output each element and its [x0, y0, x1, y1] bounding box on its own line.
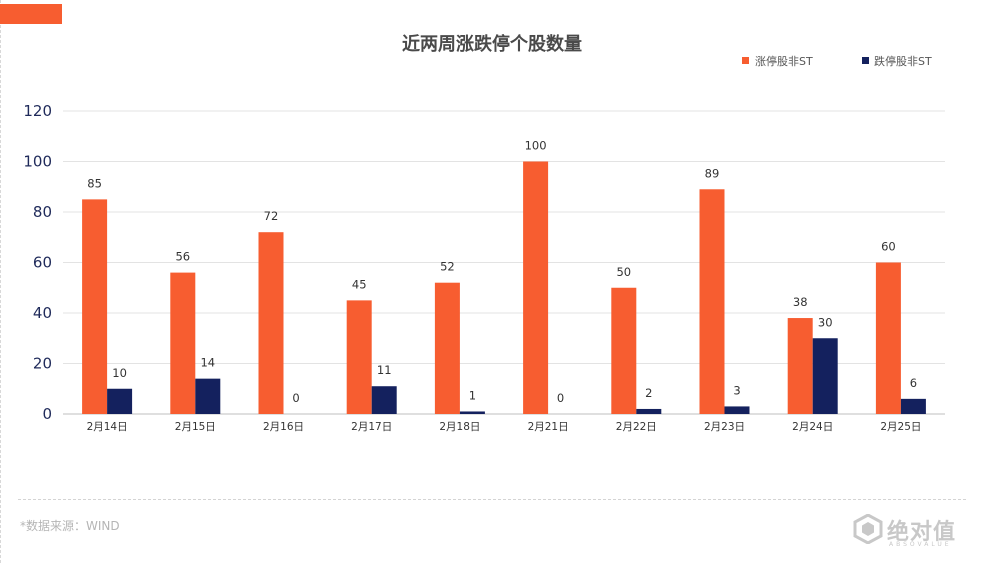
y-tick-label: 60	[33, 254, 52, 272]
bar	[107, 388, 133, 414]
bar-chart: 近两周涨跌停个股数量 涨停股非ST 跌停股非ST 020406080100120…	[23, 33, 945, 433]
bar	[434, 282, 460, 414]
data-label: 56	[175, 250, 190, 264]
brand-logo: 绝对值 ABSOVALUE	[853, 512, 983, 552]
x-tick-label: 2月25日	[880, 421, 921, 433]
data-label: 0	[292, 391, 299, 405]
bar	[346, 300, 372, 414]
data-label: 10	[112, 366, 127, 380]
bar	[611, 287, 637, 414]
data-label: 45	[352, 277, 367, 291]
legend: 涨停股非ST 跌停股非ST	[742, 54, 932, 68]
x-tick-label: 2月22日	[616, 421, 657, 433]
data-label: 85	[87, 176, 102, 190]
logo-hexagon-icon	[853, 514, 883, 544]
x-tick-label: 2月16日	[263, 421, 304, 433]
legend-label-limit-down: 跌停股非ST	[874, 54, 932, 68]
bar	[82, 199, 108, 414]
bar	[459, 411, 485, 414]
y-axis-ticks: 0 20 40 60 80 100 120	[23, 102, 52, 423]
logo-subtext: ABSOVALUE	[889, 541, 952, 548]
x-tick-label: 2月15日	[175, 421, 216, 433]
bar	[900, 398, 926, 414]
data-label: 52	[440, 260, 455, 274]
data-label: 14	[200, 356, 215, 370]
legend-swatch-limit-down	[862, 57, 869, 64]
bar	[523, 161, 549, 414]
data-label: 50	[616, 265, 631, 279]
y-tick-label: 40	[33, 304, 52, 322]
x-tick-label: 2月24日	[792, 421, 833, 433]
x-axis-ticks: 2月14日 2月15日 2月16日 2月17日 2月18日 2月21日 2月22日 2月23日…	[87, 421, 922, 433]
data-label: 89	[705, 166, 720, 180]
legend-swatch-limit-up	[742, 57, 749, 64]
footer-divider	[18, 499, 966, 500]
bar	[195, 378, 221, 414]
bar	[371, 386, 397, 414]
data-label: 11	[377, 363, 392, 377]
data-label: 72	[264, 209, 279, 223]
x-tick-label: 2月18日	[439, 421, 480, 433]
bars	[82, 161, 926, 414]
data-label: 30	[818, 315, 833, 329]
data-label: 100	[525, 139, 547, 153]
y-tick-label: 120	[23, 102, 52, 120]
x-tick-label: 2月17日	[351, 421, 392, 433]
data-label: 6	[910, 376, 917, 390]
data-label: 0	[557, 391, 564, 405]
y-tick-label: 100	[23, 153, 52, 171]
data-label: 2	[645, 386, 652, 400]
bar	[724, 406, 750, 414]
data-source-note: *数据来源：WIND	[20, 519, 120, 533]
y-tick-label: 0	[42, 405, 52, 423]
bar	[875, 262, 901, 414]
y-tick-label: 20	[33, 355, 52, 373]
bar	[636, 408, 662, 414]
data-label: 38	[793, 295, 808, 309]
data-label: 60	[881, 240, 896, 254]
bar	[699, 189, 725, 414]
data-label: 3	[733, 383, 740, 397]
chart-title: 近两周涨跌停个股数量	[402, 33, 582, 55]
bar	[258, 232, 284, 414]
legend-label-limit-up: 涨停股非ST	[755, 54, 813, 68]
bar	[787, 318, 813, 414]
bar	[812, 338, 838, 414]
x-tick-label: 2月23日	[704, 421, 745, 433]
bar	[170, 272, 196, 414]
left-border-line	[0, 0, 1, 563]
x-tick-label: 2月21日	[528, 421, 569, 433]
data-labels: 85 10 56 14 72 0 45 11 52 1 100 0 50 2 89 3 38 30 60 6	[87, 139, 917, 406]
data-label: 1	[469, 388, 476, 402]
y-tick-label: 80	[33, 203, 52, 221]
accent-bar	[0, 4, 62, 24]
logo-text: 绝对值	[887, 520, 957, 545]
x-tick-label: 2月14日	[87, 421, 128, 433]
